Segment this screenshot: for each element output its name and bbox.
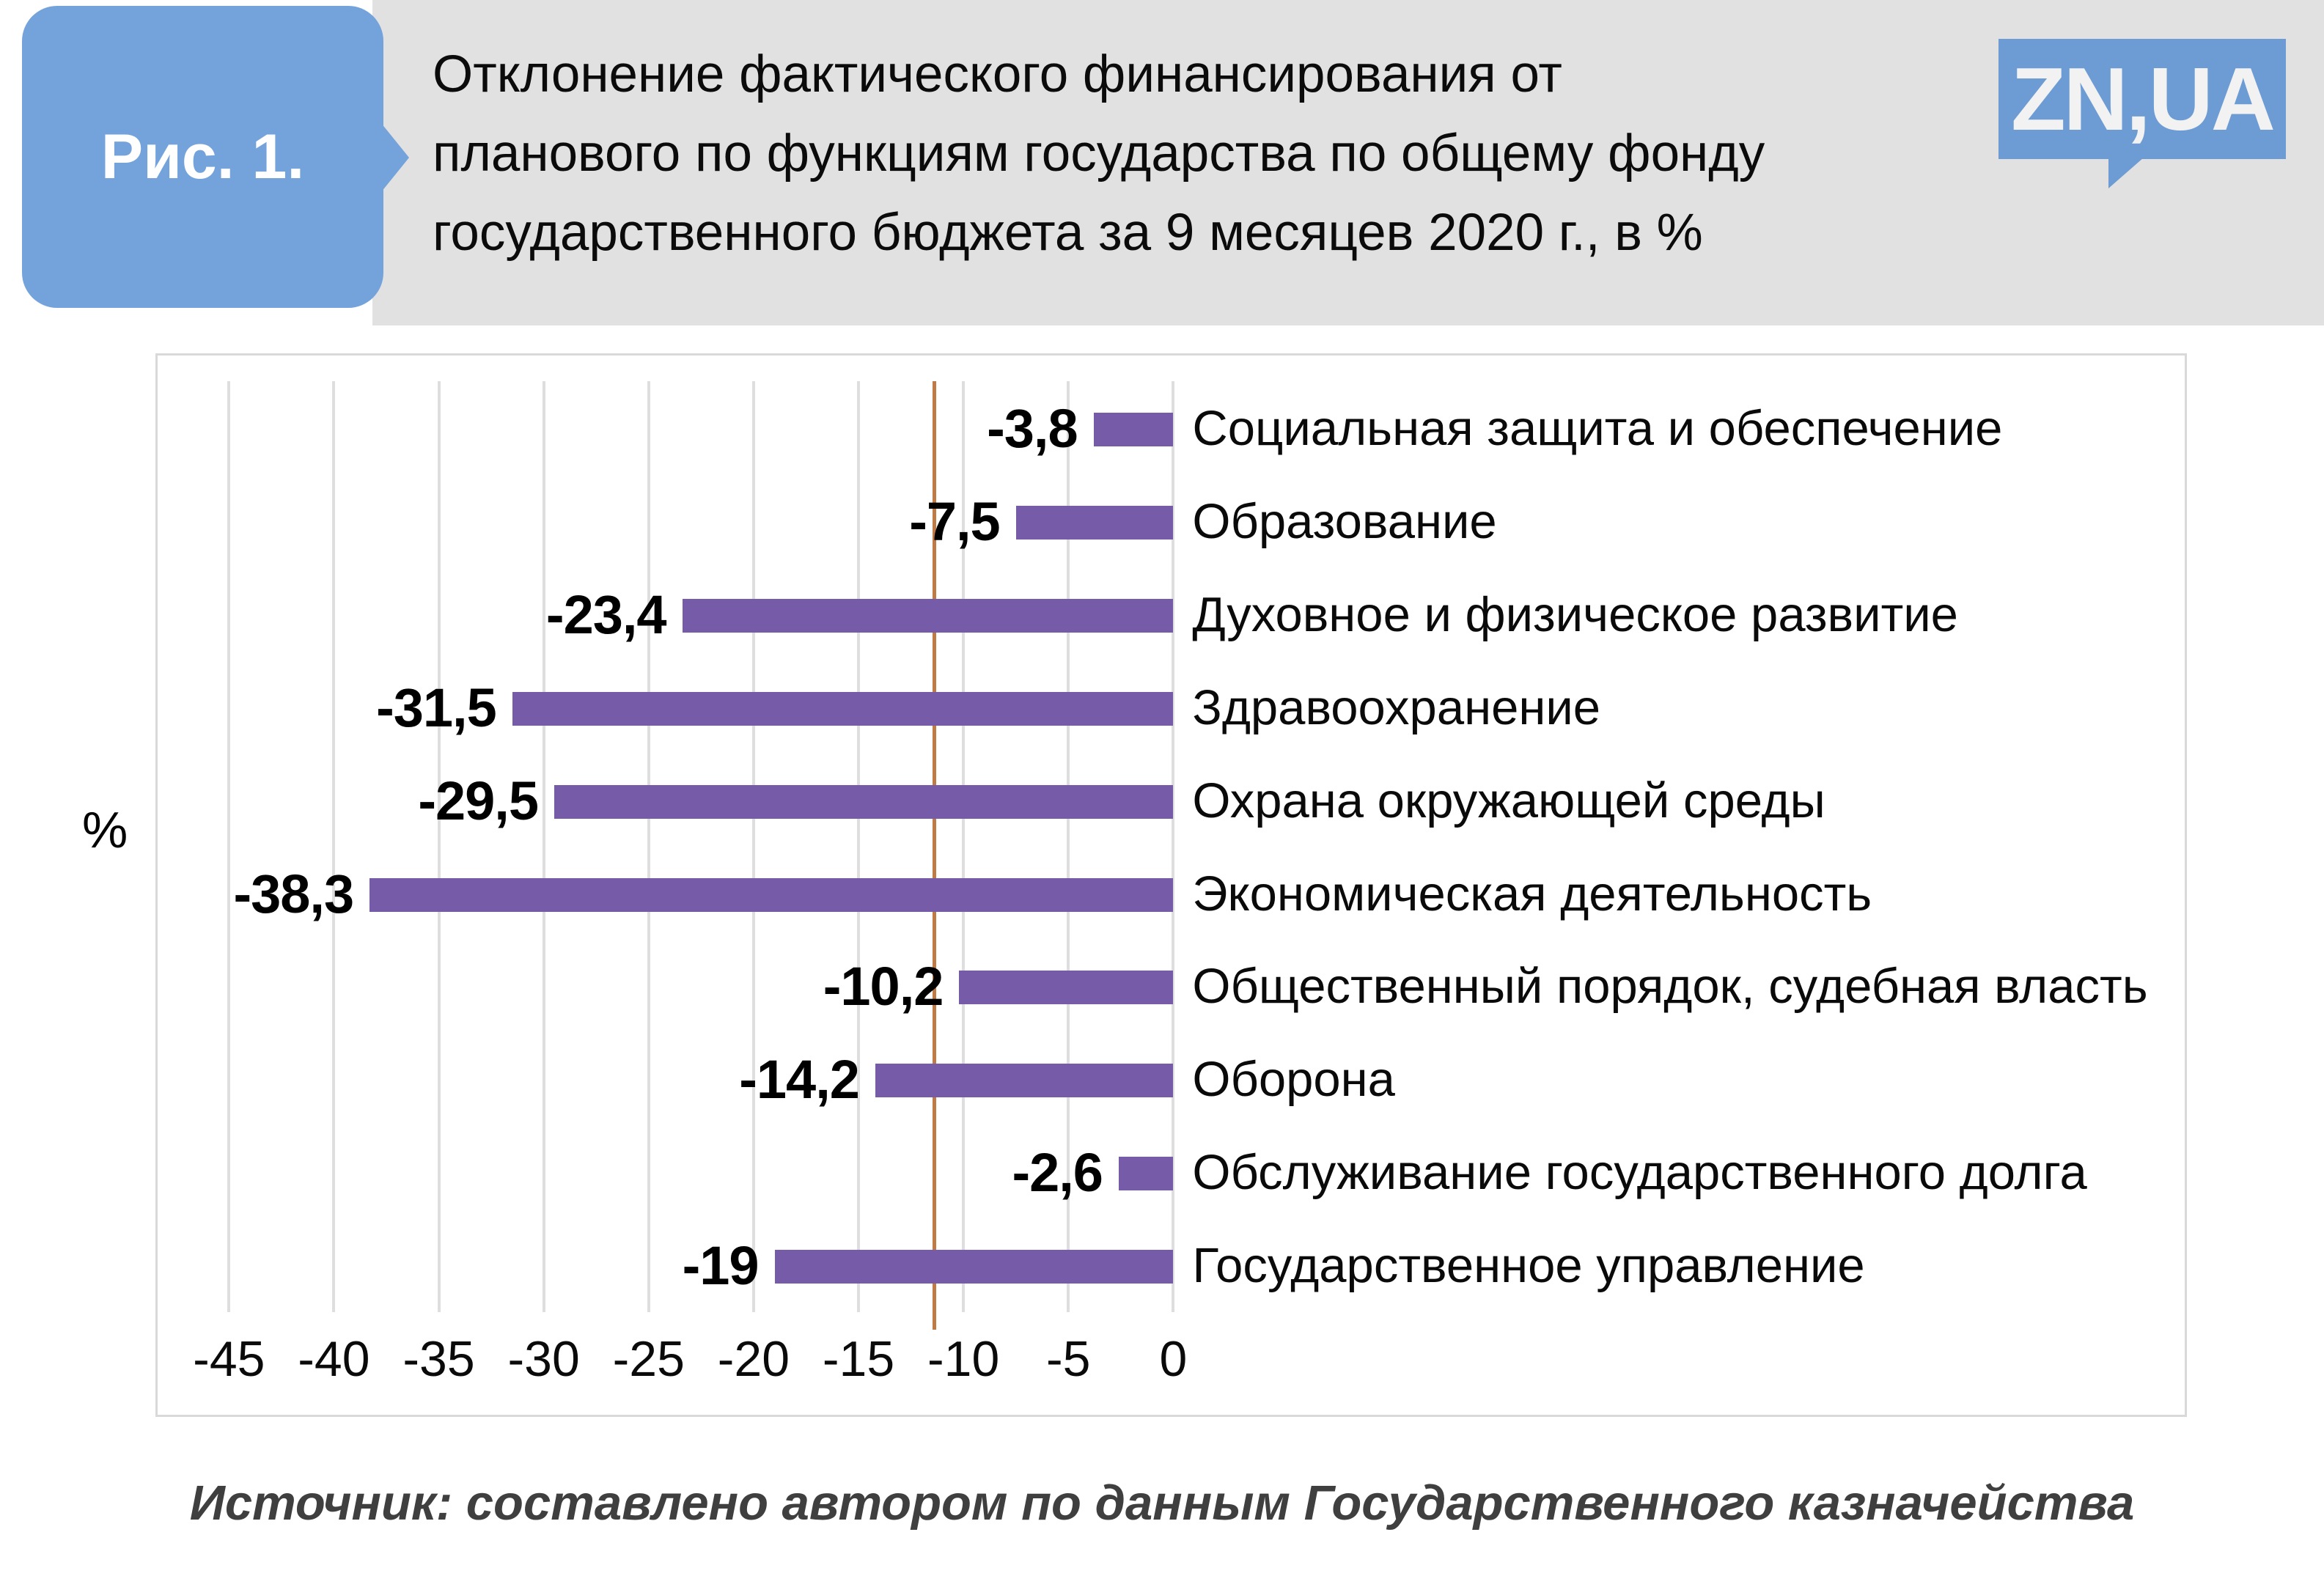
x-tick-label--10: -10 — [927, 1331, 1000, 1387]
bar-value-label-3: -23,4 — [545, 583, 667, 645]
chart-title-line-2: планового по функциям государства по общ… — [433, 125, 1765, 183]
gridline--15 — [857, 381, 860, 1312]
reference-line — [933, 381, 937, 1330]
bar-1 — [1093, 413, 1174, 446]
figure-number-label: Рис. 1. — [100, 121, 305, 192]
figure-badge-arrow-icon — [381, 123, 409, 192]
bar-category-label-10: Государственное управление — [1192, 1238, 1865, 1294]
figure-number-badge: Рис. 1. — [22, 6, 383, 308]
x-tick-label--30: -30 — [507, 1331, 580, 1387]
x-tick-label-0: 0 — [1159, 1331, 1188, 1387]
chart-title-line-1: Отклонение фактического финансирования о… — [433, 45, 1562, 103]
bar-3 — [682, 598, 1174, 633]
bar-value-label-4: -31,5 — [376, 677, 497, 738]
gridline--25 — [647, 381, 650, 1312]
gridline--30 — [542, 381, 545, 1312]
znua-logo-speech-tail-icon — [2108, 158, 2144, 188]
bar-value-label-7: -10,2 — [823, 956, 944, 1017]
bar-value-label-9: -2,6 — [1012, 1141, 1103, 1203]
gridline--35 — [437, 381, 441, 1312]
bar-category-label-8: Оборона — [1192, 1052, 1395, 1108]
gridline--5 — [1067, 381, 1070, 1312]
x-tick-label--5: -5 — [1046, 1331, 1091, 1387]
bar-value-label-1: -3,8 — [987, 397, 1078, 459]
bar-value-label-8: -14,2 — [739, 1049, 860, 1111]
bar-value-label-10: -19 — [682, 1234, 760, 1296]
bar-category-label-5: Охрана окружающей среды — [1192, 773, 1825, 828]
gridline-0 — [1172, 381, 1175, 1312]
gridline--45 — [227, 381, 231, 1312]
x-tick-label--40: -40 — [298, 1331, 370, 1387]
plot-area: -45 -40 -35 -30 -25 -20 -15 -10 -5 0 -3,8 Социальна… — [158, 356, 2185, 1415]
x-tick-label--25: -25 — [612, 1331, 685, 1387]
znua-logo-text: ZN,UA — [2011, 49, 2276, 149]
bar-value-label-5: -29,5 — [418, 770, 539, 831]
x-tick-label--20: -20 — [717, 1331, 790, 1387]
chart-title: Отклонение фактического финансирования о… — [433, 35, 2009, 273]
bar-6 — [369, 877, 1174, 912]
y-axis-unit-label: % — [82, 801, 128, 858]
bar-4 — [512, 691, 1174, 726]
chart-panel: -45 -40 -35 -30 -25 -20 -15 -10 -5 0 -3,8 Социальна… — [155, 353, 2187, 1417]
x-tick-label--15: -15 — [822, 1331, 895, 1387]
source-note: Источник: составлено автором по данным Г… — [189, 1476, 2135, 1531]
znua-logo: ZN,UA — [1998, 39, 2286, 159]
bar-5 — [554, 784, 1174, 819]
x-tick-label--45: -45 — [193, 1331, 265, 1387]
bar-8 — [875, 1064, 1174, 1098]
bar-category-label-2: Образование — [1192, 493, 1497, 549]
x-tick-label--35: -35 — [402, 1331, 475, 1387]
gridline--20 — [751, 381, 755, 1312]
bar-category-label-1: Социальная защита и обеспечение — [1192, 400, 2003, 456]
bar-category-label-9: Обслуживание государственного долга — [1192, 1145, 2087, 1201]
bar-value-label-6: -38,3 — [233, 863, 354, 924]
chart-title-line-3: государственного бюджета за 9 месяцев 20… — [433, 204, 1703, 262]
bar-2 — [1015, 505, 1174, 540]
gridline--40 — [332, 381, 336, 1312]
bar-category-label-6: Экономическая деятельность — [1192, 866, 1872, 921]
bar-7 — [959, 971, 1174, 1005]
bar-category-label-4: Здравоохранение — [1192, 680, 1601, 735]
bar-9 — [1118, 1157, 1174, 1191]
bar-category-label-3: Духовное и физическое развитие — [1192, 586, 1958, 642]
bar-10 — [774, 1250, 1174, 1284]
bar-category-label-7: Общественный порядок, судебная власть — [1192, 959, 2148, 1015]
gridline--10 — [962, 381, 966, 1312]
bar-value-label-2: -7,5 — [909, 490, 1001, 552]
